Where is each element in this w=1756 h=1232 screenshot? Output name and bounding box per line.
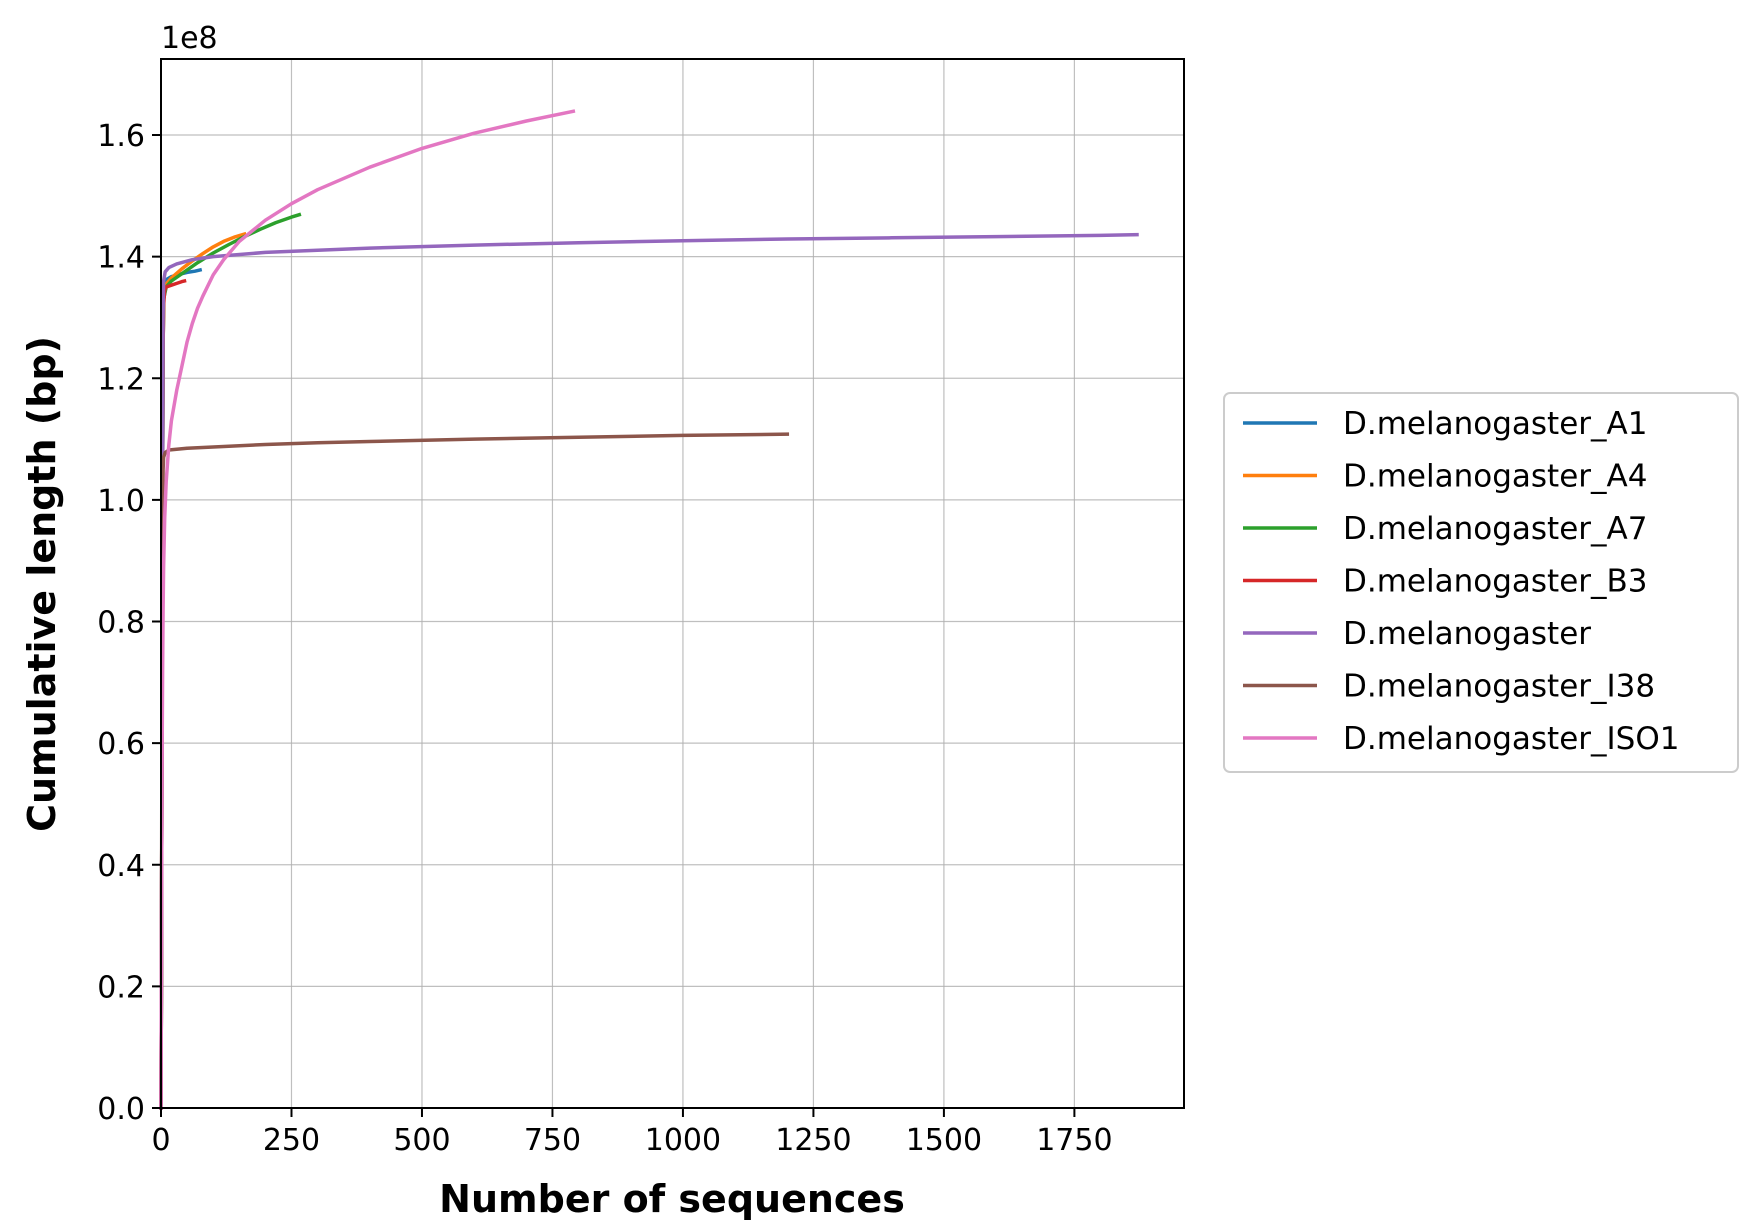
legend-label-d-melanogaster-i38: D.melanogaster_I38 [1343,669,1655,705]
x-tick-label: 0 [151,1123,170,1158]
y-tick-label: 1.2 [97,362,145,397]
x-tick-label: 750 [524,1123,581,1158]
legend: D.melanogaster_A1 D.melanogaster_A4 D.mela… [1223,392,1739,773]
legend-items: D.melanogaster_A1 D.melanogaster_A4 D.mela… [1243,406,1679,757]
legend-label-d-melanogaster: D.melanogaster [1343,616,1591,652]
x-tick-label: 250 [263,1123,320,1158]
y-tick-label: 1.0 [97,484,145,519]
y-tick-label: 0.8 [97,606,145,641]
legend-label-d-melanogaster-a4: D.melanogaster_A4 [1343,459,1647,495]
plot-frame [160,58,1185,1109]
y-tick-label: 0.0 [97,1092,145,1127]
legend-box [1223,392,1739,773]
legend-label-d-melanogaster-b3: D.melanogaster_B3 [1343,564,1648,600]
x-axis-ticks: 0 250 500 750 1000 1250 1500 1750 [151,1108,1113,1158]
x-axis-title: Number of sequences [439,1177,905,1221]
x-tick-label: 1500 [906,1123,982,1158]
y-offset-label: 1e8 [161,21,218,56]
y-axis-title: Cumulative length (bp) [20,336,64,832]
x-tick-label: 500 [393,1123,450,1158]
x-tick-label: 1250 [775,1123,851,1158]
series-line-d-melanogaster [159,232,1139,1110]
y-tick-label: 0.2 [97,970,145,1005]
x-tick-label: 1750 [1036,1123,1112,1158]
x-tick-label: 1000 [645,1123,721,1158]
y-tick-label: 0.4 [97,849,145,884]
legend-label-d-melanogaster-iso1: D.melanogaster_ISO1 [1343,721,1679,757]
y-axis-ticks: 0.0 0.2 0.4 0.6 0.8 1.0 1.2 1.4 1.6 [97,119,161,1127]
series-line-d-melanogaster-iso1 [159,109,576,1110]
y-tick-label: 0.6 [97,727,145,762]
legend-label-d-melanogaster-a7: D.melanogaster_A7 [1343,511,1647,547]
y-tick-label: 1.4 [97,241,145,276]
legend-label-d-melanogaster-a1: D.melanogaster_A1 [1343,406,1647,442]
y-tick-label: 1.6 [97,119,145,154]
